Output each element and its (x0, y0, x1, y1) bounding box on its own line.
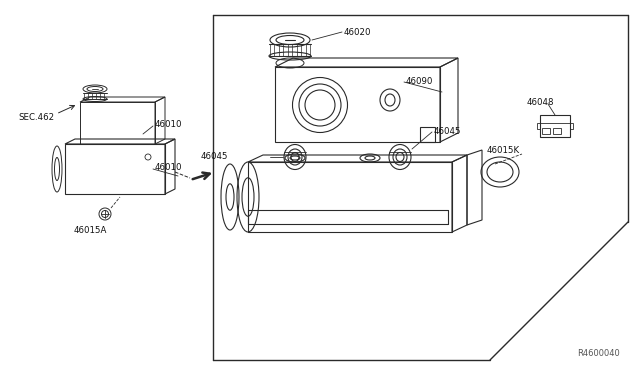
Text: 46010: 46010 (155, 163, 182, 171)
Text: 46048: 46048 (527, 97, 554, 106)
Bar (553, 128, 561, 134)
Text: 46020: 46020 (344, 28, 371, 36)
Text: 46015A: 46015A (74, 225, 107, 234)
Text: 46045: 46045 (200, 151, 228, 160)
Text: SEC.462: SEC.462 (18, 112, 54, 122)
Text: 46010: 46010 (155, 119, 182, 128)
Text: 46015K: 46015K (487, 145, 520, 154)
Text: 46090: 46090 (406, 77, 433, 86)
Bar (570, 123, 573, 129)
Bar (537, 123, 540, 129)
Text: R4600040: R4600040 (577, 350, 620, 359)
Bar (542, 128, 550, 134)
Bar (540, 115, 570, 137)
Text: 46045: 46045 (434, 126, 461, 135)
